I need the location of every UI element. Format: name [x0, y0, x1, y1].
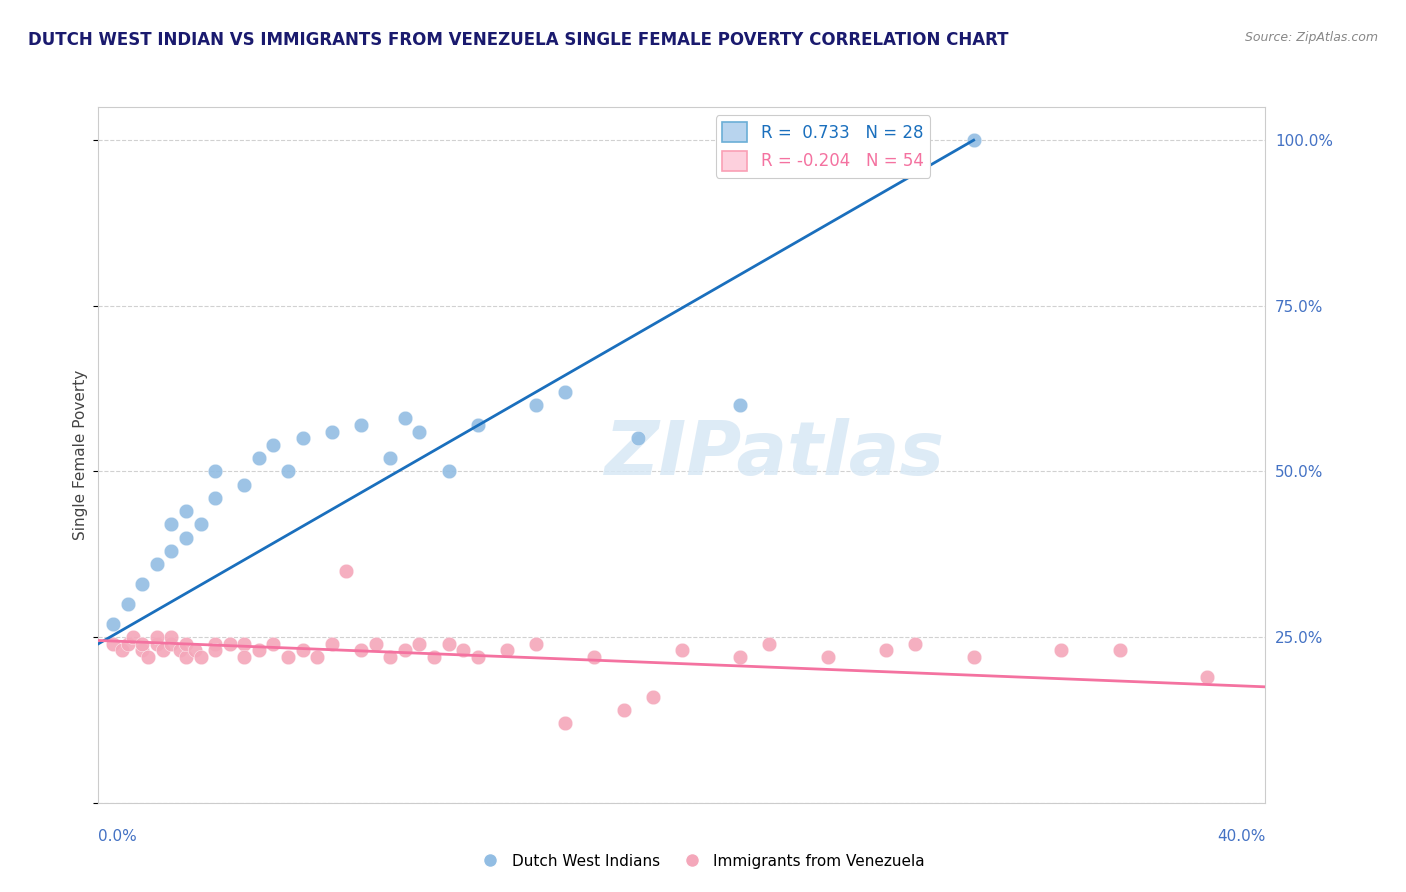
Point [583, 650, 606, 665]
Point [307, 650, 329, 665]
Point [321, 425, 343, 439]
Point [875, 643, 897, 657]
Point [160, 544, 183, 558]
Point [174, 637, 197, 651]
Text: 0.0%: 0.0% [98, 829, 138, 844]
Point [962, 650, 984, 665]
Point [190, 517, 212, 532]
Y-axis label: Single Female Poverty: Single Female Poverty [73, 370, 87, 540]
Point [247, 643, 270, 657]
Point [174, 531, 197, 545]
Point [437, 465, 460, 479]
Point [169, 643, 191, 657]
Point [174, 650, 197, 665]
Point [152, 643, 174, 657]
Point [408, 425, 430, 439]
Point [904, 637, 927, 651]
Point [378, 451, 402, 466]
Point [146, 637, 169, 651]
Point [612, 703, 634, 717]
Point [451, 643, 474, 657]
Point [291, 431, 314, 445]
Point [160, 637, 183, 651]
Point [101, 616, 124, 631]
Point [262, 637, 284, 651]
Point [437, 637, 460, 651]
Point [204, 637, 226, 651]
Point [554, 384, 576, 399]
Point [233, 637, 256, 651]
Point [554, 716, 576, 731]
Point [233, 650, 256, 665]
Point [495, 643, 517, 657]
Point [467, 418, 489, 433]
Point [160, 630, 183, 644]
Point [378, 650, 402, 665]
Point [117, 597, 139, 611]
Point [364, 637, 387, 651]
Point [728, 650, 751, 665]
Point [321, 637, 343, 651]
Point [350, 418, 373, 433]
Point [146, 630, 169, 644]
Point [350, 643, 373, 657]
Point [408, 637, 430, 651]
Point [247, 451, 270, 466]
Text: Source: ZipAtlas.com: Source: ZipAtlas.com [1244, 31, 1378, 45]
Point [233, 477, 256, 491]
Point [627, 431, 650, 445]
Point [962, 133, 984, 147]
Point [1050, 643, 1073, 657]
Point [394, 411, 416, 425]
Point [174, 504, 197, 518]
Point [524, 398, 547, 412]
Point [641, 690, 664, 704]
Point [204, 465, 226, 479]
Point [1108, 643, 1130, 657]
Point [131, 643, 153, 657]
Point [190, 650, 212, 665]
Point [335, 564, 357, 578]
Text: 40.0%: 40.0% [1218, 829, 1265, 844]
Point [728, 398, 751, 412]
Point [467, 650, 489, 665]
Point [291, 643, 314, 657]
Point [160, 517, 183, 532]
Point [117, 637, 139, 651]
Point [671, 643, 693, 657]
Point [277, 650, 299, 665]
Point [146, 558, 169, 572]
Point [524, 637, 547, 651]
Point [204, 643, 226, 657]
Point [204, 491, 226, 505]
Legend: Dutch West Indians, Immigrants from Venezuela: Dutch West Indians, Immigrants from Vene… [475, 847, 931, 875]
Text: ZIPatlas: ZIPatlas [605, 418, 945, 491]
Point [262, 438, 284, 452]
Point [101, 637, 124, 651]
Point [136, 650, 159, 665]
Point [131, 637, 153, 651]
Point [1195, 670, 1218, 684]
Legend: R =  0.733   N = 28, R = -0.204   N = 54: R = 0.733 N = 28, R = -0.204 N = 54 [716, 115, 931, 178]
Point [277, 465, 299, 479]
Text: DUTCH WEST INDIAN VS IMMIGRANTS FROM VENEZUELA SINGLE FEMALE POVERTY CORRELATION: DUTCH WEST INDIAN VS IMMIGRANTS FROM VEN… [28, 31, 1008, 49]
Point [122, 630, 145, 644]
Point [423, 650, 446, 665]
Point [183, 643, 205, 657]
Point [111, 643, 134, 657]
Point [758, 637, 780, 651]
Point [394, 643, 416, 657]
Point [218, 637, 240, 651]
Point [817, 650, 839, 665]
Point [131, 577, 153, 591]
